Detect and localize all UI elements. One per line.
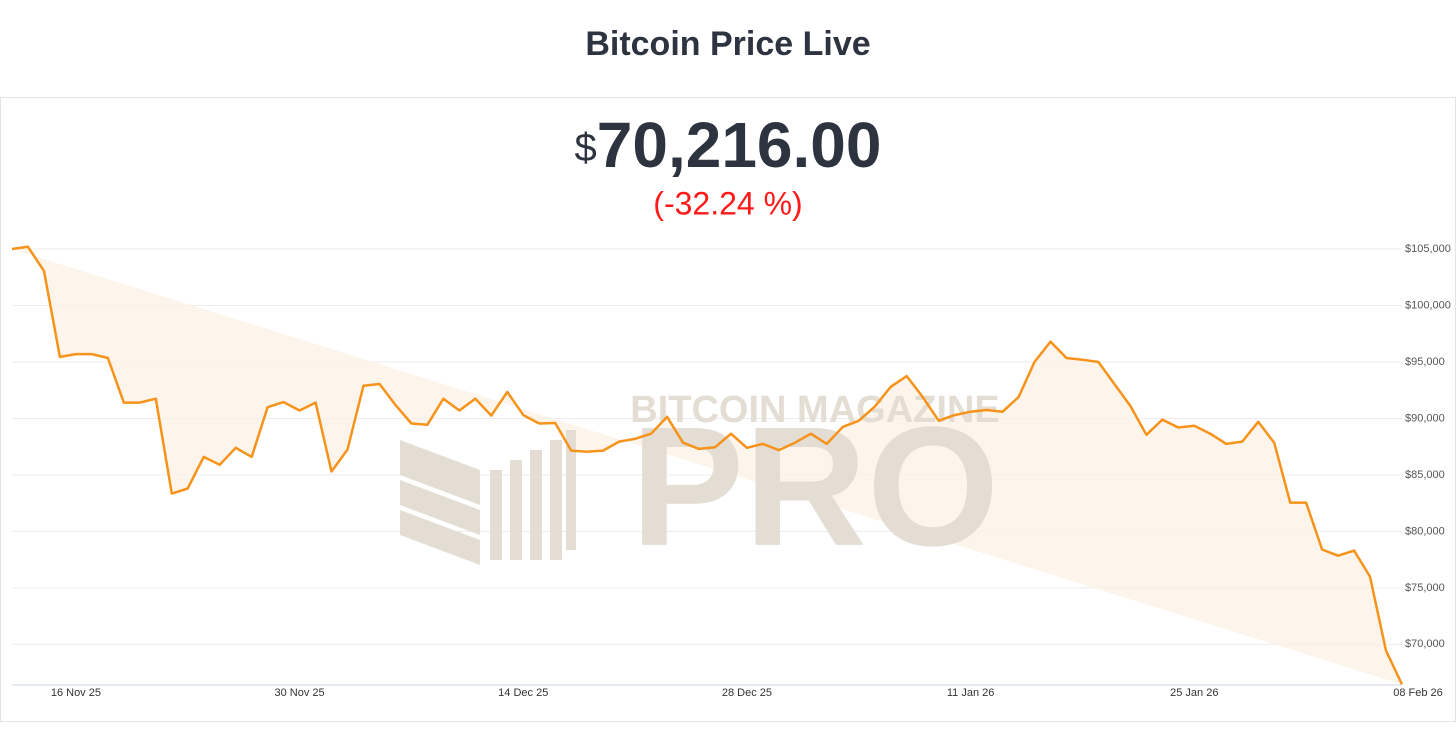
price-value: 70,216.00 [597, 109, 882, 181]
watermark-text: PRO [631, 392, 999, 582]
page-title: Bitcoin Price Live [585, 25, 870, 63]
price-change: (-32.24 %) [653, 185, 802, 221]
x-tick-label: 16 Nov 25 [51, 687, 101, 699]
x-tick-label: 14 Dec 25 [498, 687, 548, 699]
watermark-text: BITCOIN MAGAZINE [630, 389, 999, 431]
price: $70,216.00 [575, 109, 882, 181]
line [11, 245, 1404, 685]
x-tick-label: 25 Jan 26 [1170, 687, 1218, 699]
price-symbol: $ [575, 126, 597, 170]
y-tick-label: $95,000 [1405, 356, 1445, 368]
y-tick-label: $90,000 [1405, 412, 1445, 424]
y-tick-label: $75,000 [1405, 582, 1445, 594]
y-tick-label: $100,000 [1405, 299, 1451, 311]
x-tick-label: 28 Dec 25 [722, 687, 772, 699]
x-tick-label: 30 Nov 25 [275, 687, 325, 699]
area [12, 246, 1402, 685]
y-tick-label: $85,000 [1405, 469, 1445, 481]
watermark-logo [490, 430, 576, 560]
y-tick-label: $70,000 [1405, 638, 1445, 650]
y-tick-label: $80,000 [1405, 525, 1445, 537]
x-tick-label: 08 Feb 26 [1393, 687, 1443, 699]
watermark-logo [400, 440, 480, 565]
x-tick-label: 11 Jan 26 [947, 687, 995, 699]
y-tick-label: $105,000 [1405, 243, 1451, 255]
